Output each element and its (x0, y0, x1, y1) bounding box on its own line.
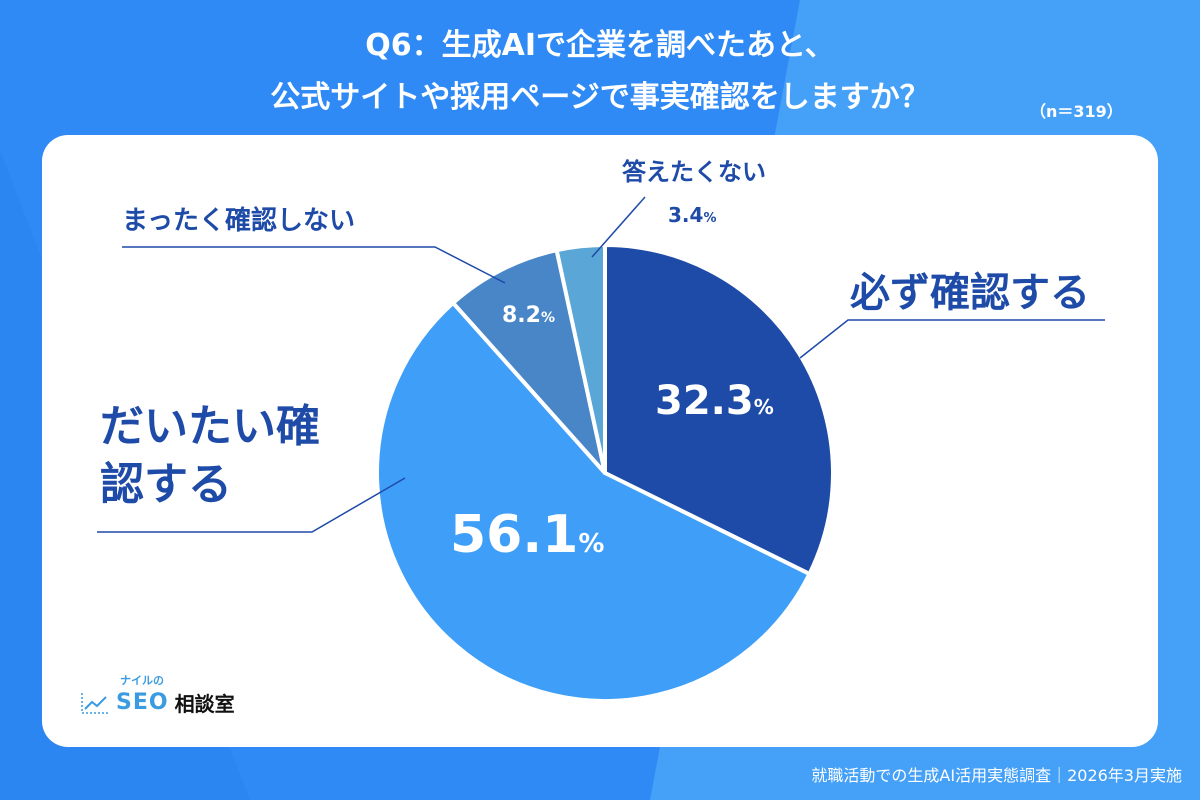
slice-label-2: まったく確認しない (122, 206, 355, 236)
leader-line-slice-0 (799, 319, 1105, 359)
slice-value-3: 3.4% (668, 203, 717, 227)
slice-value-3-number: 3.4 (668, 203, 704, 227)
leader-line-slice-1 (97, 477, 406, 533)
sample-size: （n＝319） (1030, 102, 1123, 121)
chart-title-line2: 公式サイトや採用ページで事実確認をしますか？ (270, 80, 930, 115)
slice-value-2-number: 8.2 (502, 303, 541, 328)
leader-line-slice-3 (591, 196, 646, 258)
slice-value-2: 8.2% (502, 303, 556, 328)
slice-value-0: 32.3% (655, 378, 774, 424)
chart-trend-icon (81, 692, 108, 714)
slice-value-1-number: 56.1 (450, 505, 579, 565)
slice-label-3: 答えたくない (622, 158, 766, 186)
chart-title-line1: Q6：生成AIで企業を調べたあと、 (365, 28, 835, 63)
footer-note: 就職活動での生成AI活用実態調査｜2026年3月実施 (811, 766, 1182, 785)
logo: ナイルの SEO 相談室 (80, 672, 235, 717)
slice-value-0-number: 32.3 (655, 378, 754, 424)
slice-label-1: だいたい確認する (100, 401, 320, 510)
slice-label-0: 必ず確認する (850, 270, 1090, 316)
pie-slice-1 (375, 300, 812, 703)
pie-slice-0 (603, 243, 835, 576)
slice-value-1: 56.1% (450, 505, 605, 565)
pie-slice-3 (554, 243, 607, 475)
leader-line-slice-2 (122, 246, 506, 284)
